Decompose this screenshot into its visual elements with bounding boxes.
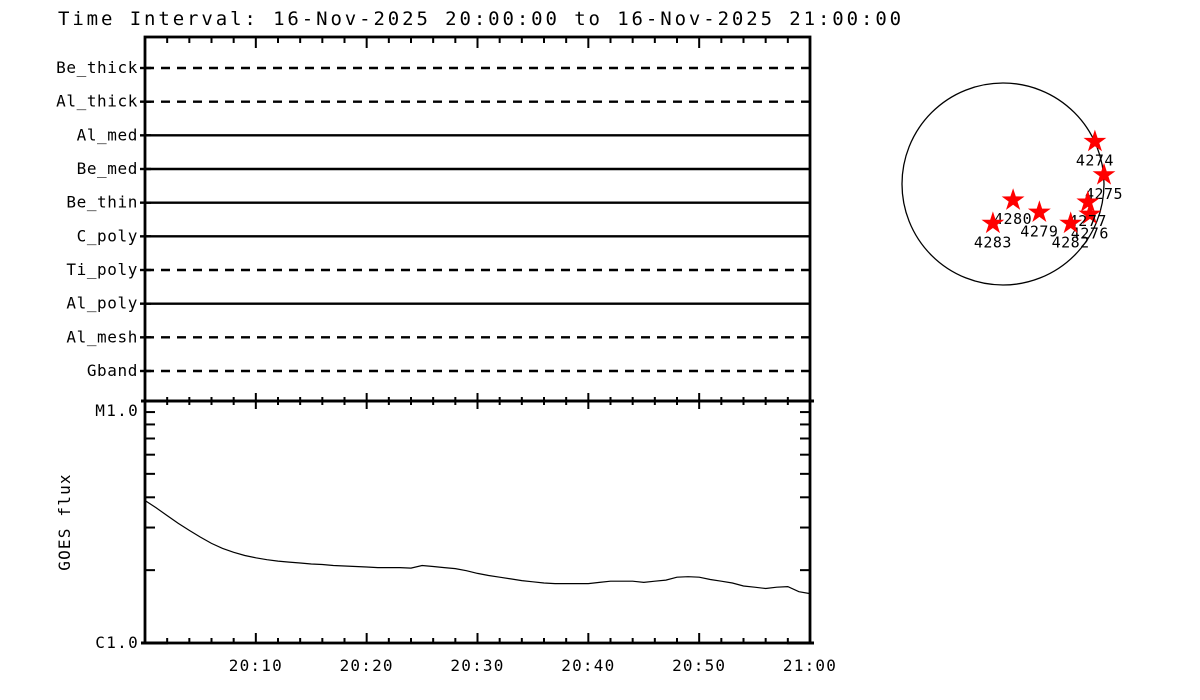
active-region-label-4283: 4283 — [974, 233, 1012, 251]
filter-label-Al_mesh: Al_mesh — [66, 327, 138, 346]
filter-label-Al_poly: Al_poly — [66, 294, 138, 313]
filter-label-Al_med: Al_med — [77, 125, 138, 144]
active-region-star-4275 — [1092, 162, 1116, 185]
active-region-label-4277: 4277 — [1069, 212, 1107, 230]
active-region-star-4282 — [1059, 211, 1083, 234]
active-region-star-4277 — [1076, 190, 1100, 212]
filter-label-Be_thick: Be_thick — [56, 58, 138, 77]
active-region-label-4280: 4280 — [994, 210, 1032, 228]
x-tick-label: 20:30 — [450, 656, 504, 675]
x-tick-label: 20:10 — [229, 656, 283, 675]
active-region-star-4276 — [1078, 202, 1102, 224]
filter-label-Al_thick: Al_thick — [56, 92, 138, 111]
x-tick-label: 20:40 — [561, 656, 615, 675]
active-region-star-4283 — [981, 211, 1005, 234]
goes-ybottom-label: C1.0 — [95, 633, 139, 652]
active-region-label-4282: 4282 — [1052, 233, 1090, 251]
top-panel-border — [143, 35, 812, 403]
goes-axis-title: GOES flux — [55, 473, 74, 571]
x-tick-label: 21:00 — [783, 656, 837, 675]
filter-label-Be_thin: Be_thin — [66, 193, 138, 212]
active-region-star-4280 — [1001, 188, 1025, 210]
filter-label-C_poly: C_poly — [77, 226, 138, 245]
filter-label-Gband: Gband — [87, 361, 138, 380]
active-region-star-4274 — [1083, 129, 1107, 152]
plot-title: Time Interval: 16-Nov-2025 20:00:00 to 1… — [58, 8, 904, 30]
active-region-label-4279: 4279 — [1020, 222, 1058, 240]
active-region-label-4274: 4274 — [1076, 152, 1114, 170]
x-tick-label: 20:50 — [672, 656, 726, 675]
bottom-panel-border — [143, 399, 812, 645]
active-region-label-4276: 4276 — [1071, 224, 1109, 242]
x-tick-label: 20:20 — [340, 656, 394, 675]
active-region-star-4279 — [1027, 200, 1051, 222]
filter-label-Be_med: Be_med — [77, 159, 138, 178]
goes-ytop-label: M1.0 — [95, 401, 139, 420]
goes-flux-curve — [144, 499, 811, 595]
solar-limb-circle — [901, 82, 1105, 286]
active-region-label-4275: 4275 — [1085, 185, 1123, 203]
filter-label-Ti_poly: Ti_poly — [66, 260, 138, 279]
